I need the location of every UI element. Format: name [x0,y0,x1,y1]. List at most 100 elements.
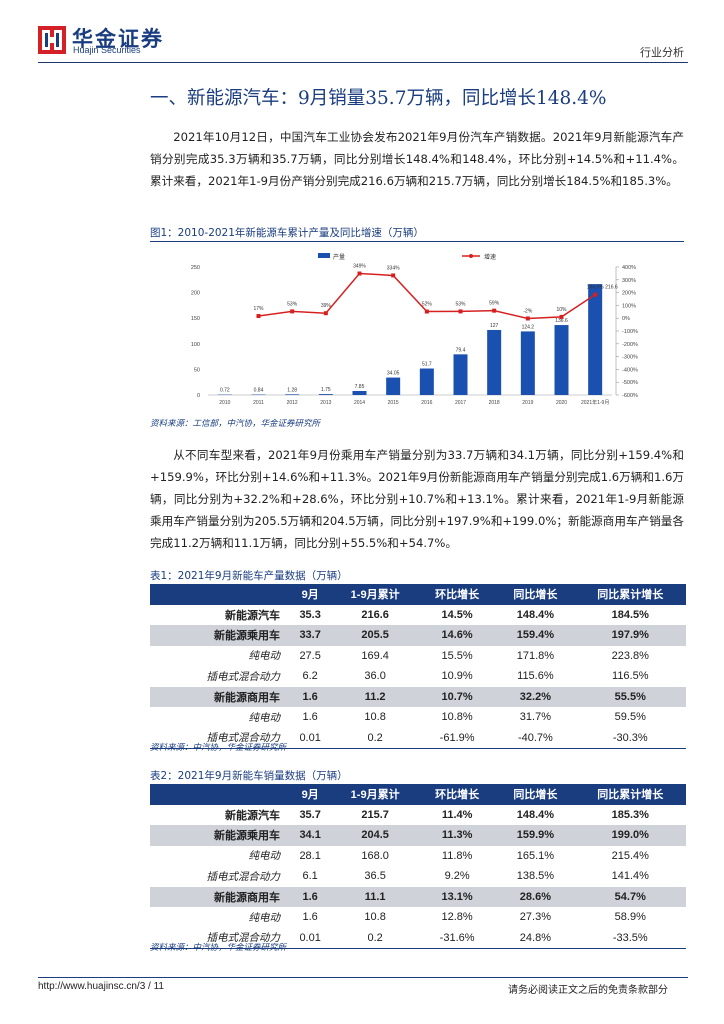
column-header: 9月 [288,584,333,605]
bar [554,325,569,395]
y-right-tick-label: -100% [622,329,638,335]
table-cell: 58.9% [614,911,646,924]
table-row: 新能源乘用车 34.1 204.5 11.3% 159.9% 199.0% [150,825,686,846]
table-cell: -40.7% [496,727,575,749]
row-label: 纯电动 [248,911,281,924]
bar [419,368,434,395]
last-bar-data-label: 216.6 [605,285,618,291]
line-data-label: 349% [353,264,366,270]
bar-data-label: 1.28 [287,387,297,393]
table-cell: 197.9% [574,625,686,646]
table-cell: 11.8% [441,849,473,862]
table-cell: -30.3% [574,727,686,749]
section-title: 一、新能源汽车：9月销量35.7万辆，同比增长148.4% [150,88,607,109]
table-cell: 216.6 [361,608,389,621]
y-right-tick-label: 200% [622,291,636,297]
table-cell: 159.4% [496,625,575,646]
table-cell: 11.4% [441,808,473,821]
table-cell: 0.2 [332,727,418,749]
legend-marker-growth [469,254,473,258]
row-label: 新能源商用车 [150,686,288,707]
paragraph-by-vehicle-type: 从不同车型来看，2021年9月份乘用车产销量分别为33.7万辆和34.1万辆，同… [150,448,684,550]
line-data-label: 39% [321,303,332,309]
row-label: 插电式混合动力 [150,927,288,949]
table-cell: 148.4% [516,608,555,621]
table-cell: 141.4% [611,870,649,883]
line-point [559,314,564,319]
line-data-label: -2% [523,308,532,314]
line-data-label: 52% [422,302,433,308]
line-data-label: 184.5% [587,285,605,291]
table2-caption: 表2：2021年9月新能车销量数据（万辆） [150,770,348,782]
table-cell: 1.6 [302,911,318,924]
legend-swatch-production [318,253,330,258]
table-cell: 223.8% [611,649,649,662]
x-tick-label: 2012 [287,400,298,406]
line-data-label: 59% [489,301,500,307]
table-cell: 10.7% [417,686,497,707]
table-cell: 54.7% [574,886,686,907]
table-cell: 1.6 [288,886,333,907]
table-cell: 185.3% [611,808,649,821]
y-right-tick-label: -400% [622,367,638,373]
footer-divider [38,977,688,978]
bar-data-label: 0.84 [254,388,264,394]
table-row: 纯电动 1.6 10.8 10.8% 31.7% 59.5% [150,707,686,728]
y-right-tick-label: 300% [622,278,636,284]
line-point [492,308,497,313]
x-tick-label: 2014 [354,400,365,406]
table-cell: 10.9% [441,670,473,683]
table-cell: 11.3% [417,825,497,846]
row-label: 纯电动 [248,650,281,663]
x-tick-label: 2021年1-9月 [581,399,609,406]
table-cell: 215.7 [361,808,389,821]
line-point [290,309,295,314]
table-cell: 36.5 [364,870,386,883]
bar [453,354,468,395]
bar-data-label: 136.6 [555,318,568,324]
footer-url-page: http://www.huajinsc.cn/3 / 11 [38,981,164,992]
logo-english-name: Huajin Securities [73,45,141,55]
column-header [150,784,288,805]
table-cell: 34.1 [288,825,333,846]
bar [588,284,603,395]
y-left-tick-label: 250 [191,265,200,271]
row-label: 纯电动 [248,711,281,724]
table-cell: 116.5% [612,670,649,683]
huajin-logo-icon [38,26,66,54]
line-data-label: 10% [556,307,567,313]
table-cell: 169.4 [361,649,389,662]
table-row: 纯电动 27.5 169.4 15.5% 171.8% 223.8% [150,646,686,667]
table-cell: 6.2 [302,670,318,683]
sales-table: 9月 1-9月累计 环比增长 同比增长 同比累计增长 新能源汽车 35.7 215.7 11.4… [150,784,686,949]
table-cell: 28.1 [299,849,321,862]
bar-data-label: 34.05 [387,371,400,377]
table-row: 新能源商用车 1.6 11.2 10.7% 32.2% 55.5% [150,686,686,707]
header-divider [38,62,688,63]
table-cell: 27.5 [299,649,321,662]
table-cell: 159.9% [496,825,575,846]
x-tick-label: 2018 [489,400,500,406]
y-right-tick-label: -600% [622,393,638,399]
bar [386,377,401,395]
x-tick-label: 2016 [421,400,432,406]
table-cell: 11.1 [332,886,418,907]
table-cell: 59.5% [614,711,646,724]
table-cell: -33.5% [574,927,686,949]
table-cell: 13.1% [417,886,497,907]
x-tick-label: 2013 [320,400,331,406]
line-data-label: 334% [387,265,400,271]
y-left-tick-label: 100 [191,342,200,348]
table-row: 插电式混合动力 0.01 0.2 -61.9% -40.7% -30.3% [150,727,686,749]
table-cell: 33.7 [288,625,333,646]
x-tick-label: 2019 [522,400,533,406]
column-header: 同比增长 [496,584,575,605]
y-left-tick-label: 50 [194,367,200,373]
y-left-tick-label: 200 [191,291,200,297]
line-point [323,311,328,316]
y-left-tick-label: 0 [197,393,200,399]
row-label: 插电式混合动力 [150,727,288,749]
line-point [357,271,362,276]
table-cell: 204.5 [332,825,418,846]
row-label: 新能源汽车 [225,608,280,622]
